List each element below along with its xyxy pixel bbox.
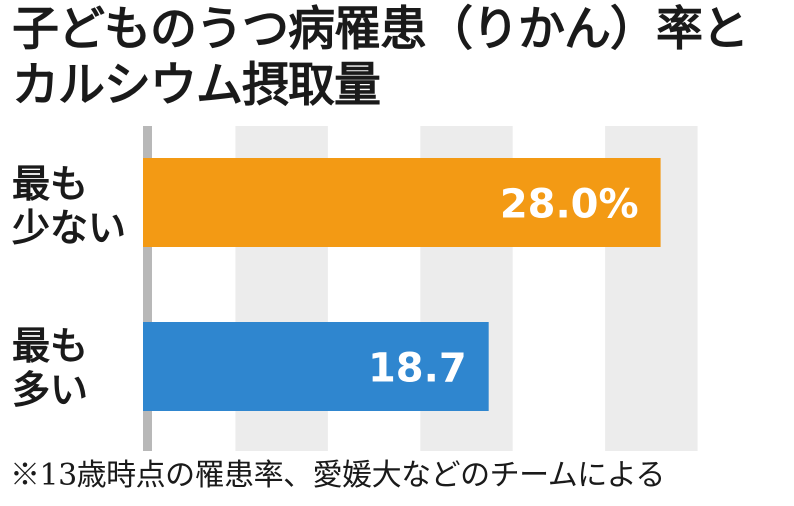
chart-title: 子どものうつ病罹患（りかん）率と カルシウム摂取量: [12, 2, 749, 114]
source-note: ※13歳時点の罹患率、愛媛大などのチームによる: [10, 458, 665, 493]
y-axis-line: [143, 126, 152, 451]
category-label-line: 最も: [12, 162, 89, 206]
data-label: 18.7: [368, 346, 467, 392]
bar: [143, 158, 661, 247]
category-label-most: 最も 多い: [12, 324, 88, 412]
chart-title-line-2: カルシウム摂取量: [12, 58, 381, 113]
category-label-least: 最も 少ない: [12, 162, 126, 250]
category-label-line: 最も: [12, 324, 89, 368]
chart-title-line-1: 子どものうつ病罹患（りかん）率と: [12, 2, 749, 57]
bar: [143, 322, 489, 411]
data-label: 28.0%: [500, 182, 639, 228]
category-label-line: 多い: [12, 368, 89, 412]
category-label-line: 少ない: [12, 206, 127, 250]
